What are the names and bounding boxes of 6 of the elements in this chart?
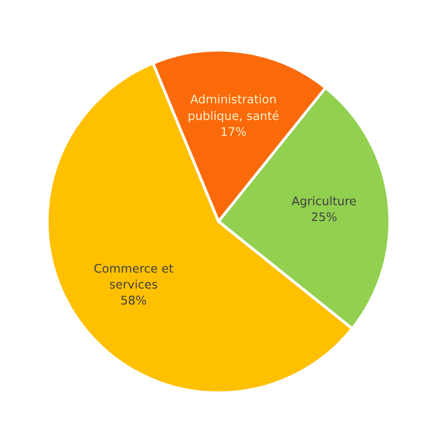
data-label: 58%: [121, 296, 146, 305]
slice-label: Agriculture: [292, 196, 356, 208]
data-label: 17%: [222, 127, 246, 136]
slice-label: Administration publique, santé: [188, 94, 279, 122]
data-label: 25%: [312, 212, 337, 222]
slice-label: Commerce et services: [94, 264, 174, 289]
